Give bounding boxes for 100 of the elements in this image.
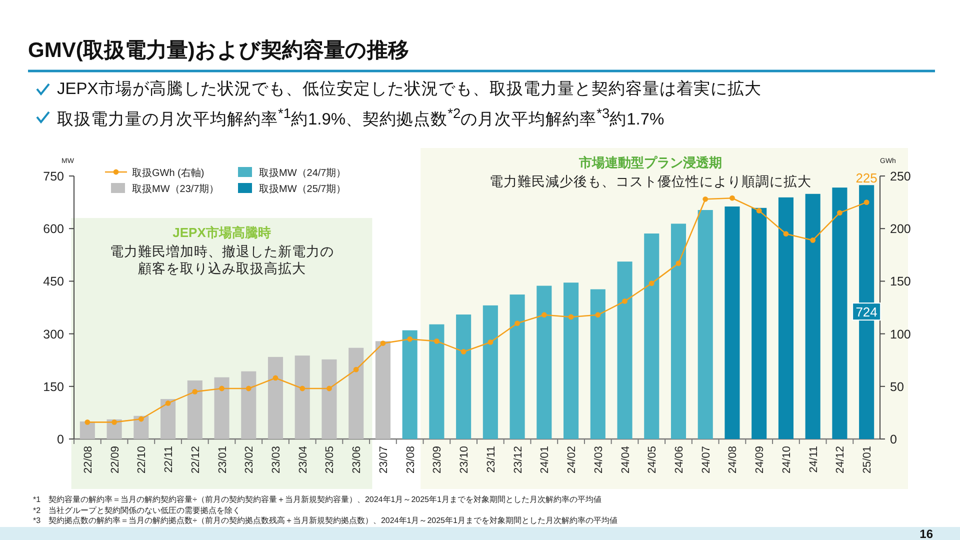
x-tick-label: 24/06 [674,446,686,474]
x-tick-label: 24/09 [754,446,766,474]
bar [456,314,472,439]
bar [805,194,820,439]
legend-label: 取扱GWh (右軸) [132,167,204,179]
bar [724,206,740,439]
point [112,419,117,425]
bar [429,324,444,439]
data-label: 724 [856,304,878,320]
x-tick-label: 23/07 [378,446,390,474]
data-label: 225 [856,170,878,186]
x-tick-label: 24/10 [780,446,793,474]
text: *2 当社グループと契約関係のない低圧の需要拠点を除く [33,504,241,516]
point [864,200,870,205]
bar [752,208,767,439]
bar [134,416,149,439]
bar [617,262,632,439]
bar [160,399,176,439]
x-tick-label: 24/02 [566,446,578,474]
x-tick-label: 24/05 [646,446,659,474]
bar [590,289,606,439]
point [353,366,359,372]
point [326,386,332,392]
x-tick-label: 24/01 [539,446,552,474]
x-tick-label: 23/05 [324,446,336,474]
x-tick-label: 22/11 [163,446,176,473]
bar [644,234,660,439]
point [165,400,171,406]
bar [832,188,848,439]
y-tick-label: 0 [57,432,64,446]
y2-tick-label: 150 [890,274,911,289]
point [783,231,789,237]
x-tick-label: 24/03 [592,446,605,474]
point [407,336,413,342]
band-label: JEPX市場高騰時 [172,225,271,240]
x-tick-label: 23/09 [432,446,444,474]
point [434,338,440,344]
y2-tick-label: 0 [890,432,897,446]
point [676,260,682,266]
y-tick-label: 300 [43,327,64,342]
x-tick-label: 22/09 [109,446,122,474]
bar [670,224,686,439]
y2-tick-label: 100 [890,327,911,342]
text: *1 契約容量の解約率＝当月の解約契約容量÷（前月の契約契約容量＋当月新規契約容量）、2024年1月～2025年1月までを対象期間とした月次解約率の平均値 [33,494,602,505]
annotation: 電力難民減少後も、コスト優位性により順調に拡大 [489,174,812,189]
point [219,386,224,392]
text: *3 契約拠点数の解約率＝当月の解約拠点数÷（前月の契約拠点数残高＋当月新規契約拠点数）、2024年1月～2025年1月までを対象期間とした月次解約率の平均値 [33,515,618,526]
bar [536,286,552,439]
point [730,195,735,201]
x-tick-label: 24/04 [620,446,632,474]
point [514,320,520,326]
legend-label: 取扱MW（24/7期） [259,167,346,179]
bar [564,282,579,439]
x-tick-label: 24/12 [834,446,847,474]
point [300,386,306,392]
legend-label: 取扱MW（25/7期） [259,183,346,195]
x-tick-label: 23/11 [485,446,498,473]
legend-label: 取扱MW（23/7期） [132,183,220,195]
x-tick-label: 23/08 [404,446,417,474]
x-tick-label: 23/06 [351,446,364,474]
x-tick-label: 22/12 [190,446,202,474]
x-tick-label: 23/12 [512,446,524,474]
point [541,312,547,318]
point [488,340,494,345]
y2-tick-label: 50 [890,380,904,394]
x-tick-label: 23/02 [244,446,256,474]
band-label: 市場連動型プラン浸透期 [578,155,722,170]
x-tick-label: 23/04 [297,446,310,474]
y2-tick-label: 250 [890,170,911,184]
x-tick-label: 25/01 [862,446,874,474]
bar [402,330,418,439]
x-tick-label: 23/10 [458,446,471,474]
x-tick-label: 22/10 [136,446,148,474]
y-tick-label: 450 [43,274,64,289]
bar [214,377,230,439]
x-tick-label: 24/07 [700,446,712,474]
annotation: 電力難民増加時、撤退した新電力の顧客を取り込み取扱高拡大 [110,243,334,276]
point [622,298,628,304]
y-tick-label: 750 [43,170,64,184]
point [138,416,144,422]
point [568,314,574,320]
x-tick-label: 24/11 [808,446,820,473]
chart-title: GMV(取扱電力量)および契約容量の推移 [28,38,409,64]
point [702,196,708,202]
text: 取扱電力量の月次平均解約率$^{*1}$約1.9%、契約拠点数$^{*2}$の月次平均解約率$^{*3}$約1.7% [57,106,664,130]
x-tick-label: 22/08 [82,446,94,474]
bar [268,356,284,439]
point [380,340,386,346]
point [810,237,816,243]
point [246,386,252,392]
bar [294,356,310,439]
point [272,375,278,381]
point [837,210,842,216]
point [595,312,601,318]
bar [187,380,202,439]
bar [348,348,364,439]
point [648,280,654,286]
bar [375,341,390,439]
point [756,208,762,214]
y-tick-label: 600 [43,222,64,236]
